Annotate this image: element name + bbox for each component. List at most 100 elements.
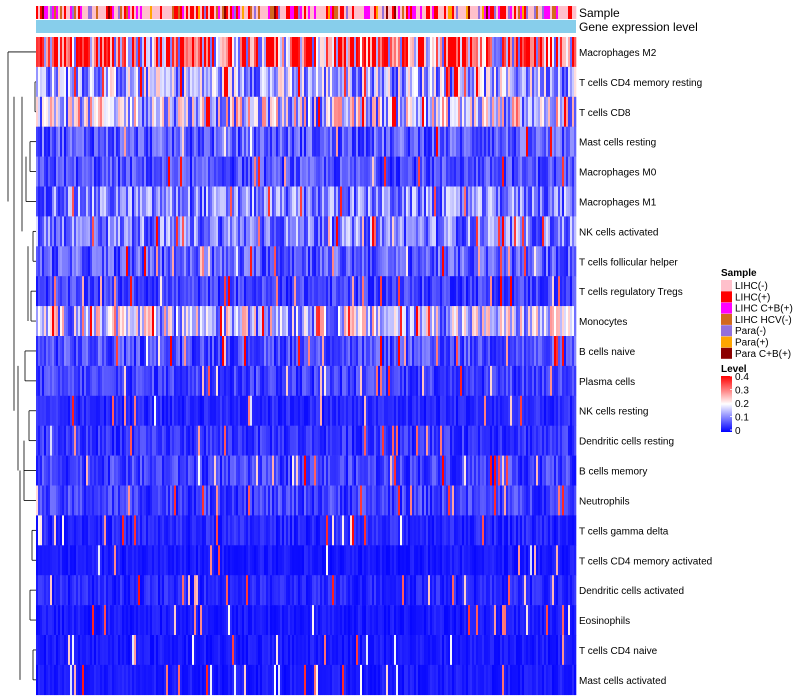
heatmap-cell xyxy=(534,365,537,397)
heatmap-cell xyxy=(62,515,65,546)
heatmap-cell xyxy=(514,336,517,367)
heatmap-cell xyxy=(254,37,257,68)
heatmap-cell xyxy=(238,37,241,68)
heatmap-cell xyxy=(298,156,301,187)
heatmap-cell xyxy=(324,306,327,337)
heatmap-cell xyxy=(56,455,59,486)
heatmap-cell xyxy=(160,276,163,307)
heatmap-cell xyxy=(222,276,225,307)
heatmap-cell xyxy=(72,96,75,127)
heatmap-cell xyxy=(130,336,133,367)
heatmap-cell xyxy=(114,156,117,187)
heatmap-cell xyxy=(480,216,483,247)
heatmap-cell xyxy=(242,455,245,486)
heatmap-cell xyxy=(326,395,329,426)
heatmap-cell xyxy=(500,66,503,98)
heatmap-cell xyxy=(344,336,347,367)
heatmap-cell xyxy=(272,216,275,247)
heatmap-cell xyxy=(324,186,327,217)
heatmap-cell xyxy=(222,306,225,337)
heatmap-cell xyxy=(352,306,355,337)
heatmap-cell xyxy=(534,37,537,68)
heatmap-cell xyxy=(276,126,279,157)
heatmap-cell xyxy=(60,216,63,247)
heatmap-cell xyxy=(492,37,495,68)
heatmap-cell xyxy=(422,306,425,337)
heatmap-cell xyxy=(334,455,337,486)
heatmap-cell xyxy=(128,545,131,576)
heatmap-cell xyxy=(242,156,245,187)
heatmap-cell xyxy=(450,246,453,277)
heatmap-cell xyxy=(514,395,517,426)
heatmap-cell xyxy=(546,276,549,307)
sample-annotation-cell xyxy=(302,6,305,19)
heatmap-cell xyxy=(220,66,223,98)
heatmap-cell xyxy=(486,515,489,546)
heatmap-cell xyxy=(508,365,511,397)
heatmap-cell xyxy=(170,37,173,68)
heatmap-cell xyxy=(240,186,243,217)
heatmap-cell xyxy=(116,276,119,307)
heatmap-cell xyxy=(536,66,539,98)
heatmap-cell xyxy=(480,306,483,337)
heatmap-cell xyxy=(482,66,485,98)
heatmap-cell xyxy=(404,126,407,157)
heatmap-cell xyxy=(316,276,319,307)
heatmap-cell xyxy=(430,246,433,277)
annotation-tracks xyxy=(36,6,577,33)
heatmap-cell xyxy=(400,186,403,217)
heatmap-cell xyxy=(506,515,509,546)
sample-annotation-cell xyxy=(488,6,491,19)
heatmap-cell xyxy=(58,306,61,337)
heatmap-cell xyxy=(40,455,43,486)
heatmap-cell xyxy=(560,216,563,247)
heatmap-cell xyxy=(380,216,383,247)
heatmap-cell xyxy=(496,276,499,307)
sample-annotation-cell xyxy=(356,6,359,19)
heatmap-cell xyxy=(206,545,209,576)
heatmap-cell xyxy=(328,485,331,516)
heatmap-cell xyxy=(428,365,431,397)
heatmap-cell xyxy=(120,216,123,247)
heatmap-cell xyxy=(264,336,267,367)
heatmap-cell xyxy=(568,96,571,127)
sample-annotation-cell xyxy=(492,6,495,19)
heatmap-cell xyxy=(400,37,403,68)
heatmap-cell xyxy=(132,515,135,546)
heatmap-cell xyxy=(162,515,165,546)
heatmap-cell xyxy=(314,66,317,98)
heatmap-cell xyxy=(352,186,355,217)
heatmap-cell xyxy=(572,37,575,68)
heatmap-cell xyxy=(410,246,413,277)
heatmap-cell xyxy=(286,276,289,307)
heatmap-cell xyxy=(544,455,547,486)
heatmap-cell xyxy=(98,276,101,307)
heatmap-cell xyxy=(378,276,381,307)
heatmap-cell xyxy=(134,246,137,277)
heatmap-cell xyxy=(526,425,529,456)
heatmap-cell xyxy=(54,126,57,157)
heatmap-cell xyxy=(88,37,91,68)
heatmap-cell xyxy=(124,276,127,307)
heatmap-cell xyxy=(164,306,167,337)
heatmap-cell xyxy=(484,336,487,367)
heatmap-cell xyxy=(38,425,41,456)
heatmap-cell xyxy=(282,395,285,426)
sample-annotation-cell xyxy=(126,6,129,19)
heatmap-cell xyxy=(370,395,373,426)
heatmap-cell xyxy=(54,365,57,397)
heatmap-cell xyxy=(334,336,337,367)
heatmap-cell xyxy=(562,96,565,127)
heatmap-cell xyxy=(258,395,261,426)
heatmap-cell xyxy=(322,126,325,157)
sample-annotation-cell xyxy=(350,6,353,19)
sample-annotation-cell xyxy=(36,6,39,19)
heatmap-cell xyxy=(334,365,337,397)
heatmap-cell xyxy=(302,126,305,157)
heatmap-cell xyxy=(304,156,307,187)
heatmap-cell xyxy=(486,336,489,367)
sample-annotation-cell xyxy=(500,6,503,19)
heatmap-cell xyxy=(480,425,483,456)
heatmap-cell xyxy=(150,485,153,516)
heatmap-cell xyxy=(500,126,503,157)
